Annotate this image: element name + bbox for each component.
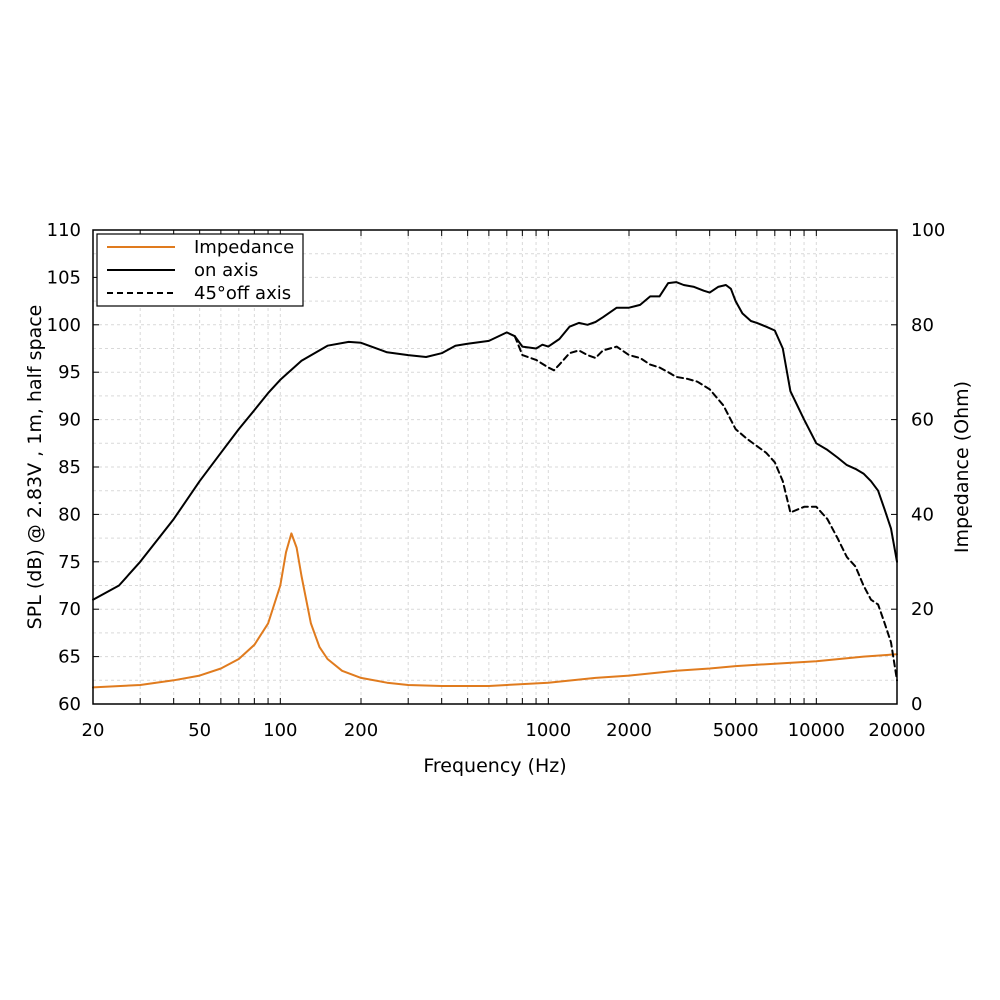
legend-label-impedance: Impedance bbox=[194, 237, 294, 258]
y-left-tick-label: 75 bbox=[58, 552, 81, 573]
y-right-tick-label: 40 bbox=[911, 504, 934, 525]
y-axis-right-label: Impedance (Ohm) bbox=[951, 381, 973, 553]
y-left-tick-label: 90 bbox=[58, 410, 81, 431]
x-axis-label: Frequency (Hz) bbox=[423, 755, 566, 777]
y-axis-left-label: SPL (dB) @ 2.83V , 1m, half space bbox=[24, 305, 46, 630]
on-axis-curve bbox=[92, 281, 898, 601]
legend-label-off-axis: 45°off axis bbox=[194, 283, 291, 304]
x-tick-label: 100 bbox=[263, 720, 297, 741]
x-tick-label: 200 bbox=[344, 720, 378, 741]
y-left-tick-label: 105 bbox=[47, 267, 81, 288]
y-right-tick-label: 0 bbox=[911, 694, 922, 715]
x-tick-label: 50 bbox=[188, 720, 211, 741]
y-left-tick-label: 65 bbox=[58, 647, 81, 668]
y-right-tick-label: 100 bbox=[911, 220, 945, 241]
x-tick-label: 1000 bbox=[525, 720, 571, 741]
y-left-tick-label: 60 bbox=[58, 694, 81, 715]
impedance-curve bbox=[92, 532, 898, 689]
x-tick-label: 20 bbox=[82, 720, 105, 741]
y-right-tick-label: 60 bbox=[911, 410, 934, 431]
x-tick-label: 5000 bbox=[713, 720, 759, 741]
legend-label-on-axis: on axis bbox=[194, 260, 258, 281]
y-left-tick-label: 80 bbox=[58, 504, 81, 525]
y-right-tick-label: 80 bbox=[911, 315, 934, 336]
y-left-tick-label: 70 bbox=[58, 599, 81, 620]
legend: Impedance on axis 45°off axis bbox=[96, 233, 304, 307]
series-layer bbox=[92, 281, 898, 689]
x-tick-label: 2000 bbox=[606, 720, 652, 741]
y-right-tick-label: 20 bbox=[911, 599, 934, 620]
tick-labels: 20 50 100 200 1000 2000 5000 10000 2000060657075… bbox=[47, 220, 946, 741]
x-tick-label: 20000 bbox=[868, 720, 925, 741]
x-tick-label: 10000 bbox=[788, 720, 845, 741]
y-left-tick-label: 110 bbox=[47, 220, 81, 241]
y-left-tick-label: 100 bbox=[47, 315, 81, 336]
y-left-tick-label: 95 bbox=[58, 362, 81, 383]
off-axis-curve bbox=[513, 335, 898, 682]
y-left-tick-label: 85 bbox=[58, 457, 81, 478]
